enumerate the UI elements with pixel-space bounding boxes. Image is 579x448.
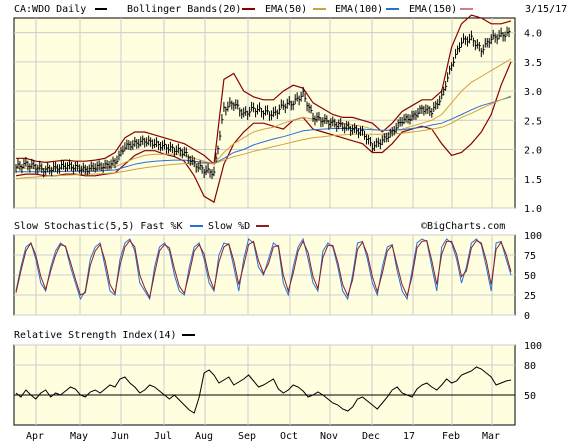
y-tick-label: 50 xyxy=(524,391,536,402)
watermark: ©BigCharts.com xyxy=(421,221,505,232)
rsi-plot-area xyxy=(13,344,516,426)
x-tick-label: Apr xyxy=(26,431,44,442)
price-grid xyxy=(14,18,515,209)
y-tick-label: 50 xyxy=(524,271,536,282)
price-y-axis: 1.0 1.5 2.0 2.5 3.0 3.5 4.0 xyxy=(524,29,542,215)
x-tick-label: Jul xyxy=(154,431,172,442)
y-tick-label: 25 xyxy=(524,291,536,302)
stochastic-y-axis: 0 25 50 75 100 xyxy=(524,231,542,322)
x-tick-label: 17 xyxy=(403,431,415,442)
bollinger-label: Bollinger Bands(20) xyxy=(127,4,241,15)
stochastic-panel: Slow Stochastic(5,5) Fast %K Slow %D ©Bi… xyxy=(13,221,542,322)
rsi-grid xyxy=(14,344,515,425)
y-tick-label: 1.0 xyxy=(524,204,542,215)
rsi-y-axis: 50 80 100 xyxy=(524,341,542,402)
series-line-bollinger-bands-20-lower xyxy=(15,61,512,204)
rsi-series-group xyxy=(15,366,512,414)
y-tick-label: 4.0 xyxy=(524,29,542,40)
ema150-label: EMA(150) xyxy=(409,4,457,15)
stochastic-label: Slow Stochastic(5,5) Fast %K xyxy=(14,221,183,232)
price-plot-area xyxy=(13,17,516,209)
x-tick-label: Oct xyxy=(280,431,298,442)
stochastic-grid xyxy=(14,234,515,316)
x-tick-label: Aug xyxy=(195,431,213,442)
y-tick-label: 1.5 xyxy=(524,175,542,186)
y-tick-label: 80 xyxy=(524,361,536,372)
x-tick-label: Dec xyxy=(362,431,380,442)
fastk-line xyxy=(15,237,512,301)
y-tick-label: 3.5 xyxy=(524,58,542,69)
price-series-group xyxy=(15,14,512,204)
x-tick-label: Sep xyxy=(238,431,256,442)
y-tick-label: 75 xyxy=(524,251,536,262)
x-tick-label: Mar xyxy=(482,431,500,442)
x-tick-label: Feb xyxy=(442,431,460,442)
price-legend: CA:WDO Daily Bollinger Bands(20) EMA(50)… xyxy=(14,4,567,15)
y-tick-label: 0 xyxy=(524,311,530,322)
rsi-line xyxy=(15,366,512,414)
series-line-bollinger-bands-20-upper xyxy=(16,14,512,166)
rsi-panel: Relative Strength Index(14) 50 80 100 xyxy=(13,330,542,426)
series-line-ema-50- xyxy=(16,58,512,170)
x-tick-label: May xyxy=(70,431,88,442)
series-line-ema-150- xyxy=(15,95,512,180)
series-line-ema-100- xyxy=(16,96,512,173)
x-tick-label: Nov xyxy=(320,431,338,442)
ema50-label: EMA(50) xyxy=(265,4,307,15)
ema100-label: EMA(100) xyxy=(335,4,383,15)
price-panel: 1.0 1.5 2.0 2.5 3.0 3.5 4.0 xyxy=(13,14,542,215)
stochastic-series-group xyxy=(15,237,512,301)
rsi-label: Relative Strength Index(14) xyxy=(14,330,177,341)
slowd-line xyxy=(15,239,512,299)
date-label: 3/15/17 xyxy=(525,4,567,15)
y-tick-label: 100 xyxy=(524,231,542,242)
y-tick-label: 2.5 xyxy=(524,116,542,127)
y-tick-label: 2.0 xyxy=(524,146,542,157)
y-tick-label: 3.0 xyxy=(524,87,542,98)
x-tick-label: Jun xyxy=(111,431,129,442)
x-axis: Apr May Jun Jul Aug Sep Oct Nov Dec 17 Feb Mar xyxy=(26,431,500,442)
ticker-label: CA:WDO Daily xyxy=(14,4,86,15)
y-tick-label: 100 xyxy=(524,341,542,352)
slowd-label: Slow %D xyxy=(208,221,250,232)
